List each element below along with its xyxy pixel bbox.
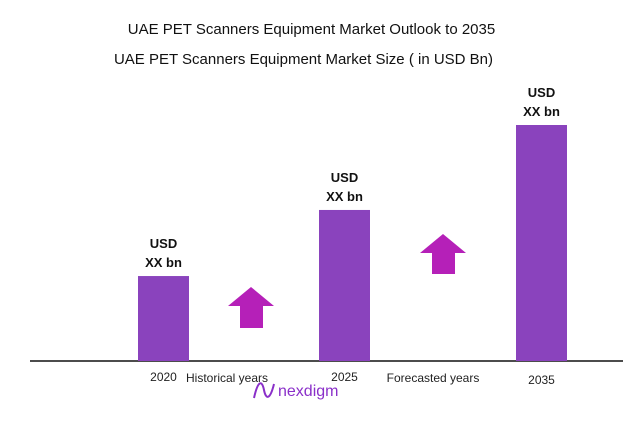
data-label-value: XX bn [523,104,560,119]
data-label-currency: USD [528,85,555,100]
data-label-value: XX bn [145,255,182,270]
x-tick-label: 2035 [528,373,555,387]
x-tick-label: 2020 [150,370,177,384]
bar-2025 [319,209,370,361]
up-arrow-forecast [420,234,466,274]
up-arrow-historical [228,287,274,328]
logo-text: nexdigm [278,383,338,400]
data-label-currency: USD [150,236,177,251]
bar-2020 [138,276,189,361]
annotation-forecast: Forecasted years [387,371,480,385]
x-tick-label: 2025 [331,370,358,384]
chart-title: UAE PET Scanners Equipment Market Outloo… [127,21,496,38]
data-label-value: XX bn [326,189,363,204]
data-label-currency: USD [331,170,358,185]
bar-2035 [516,125,567,361]
nexdigm-logo: nexdigm [253,382,338,400]
chart-subtitle: UAE PET Scanners Equipment Market Size (… [113,51,494,68]
annotation-historical: Historical years [186,371,268,385]
